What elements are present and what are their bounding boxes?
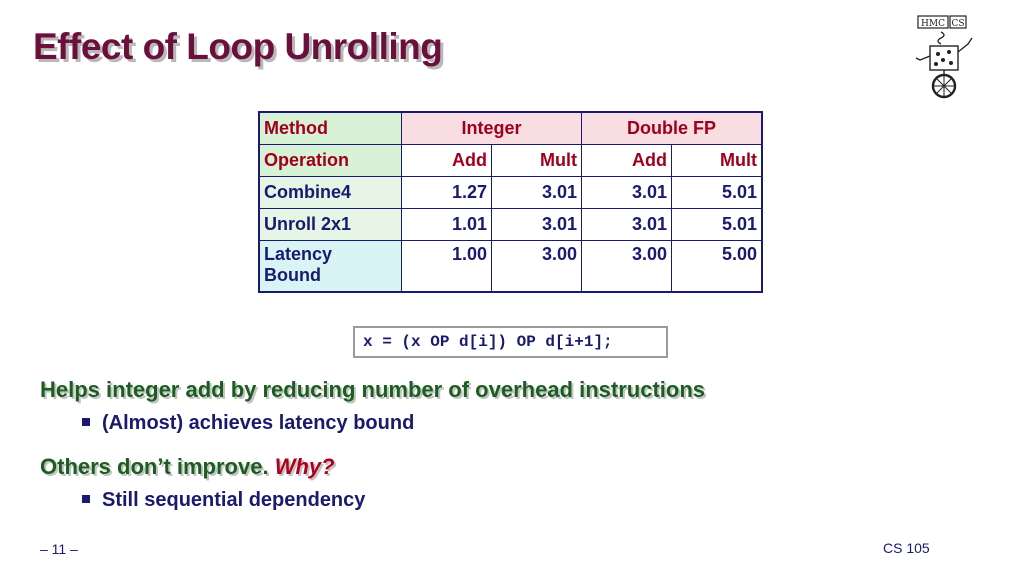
point-heading: Others don’t improve. Why? xyxy=(40,454,335,480)
course-label: CS 105 xyxy=(883,540,930,556)
hmc-cs-logo-icon: HMC CS xyxy=(915,15,973,99)
row-label: Latency Bound xyxy=(258,240,402,293)
table-cell: 3.01 xyxy=(491,208,582,241)
bullet-item: Still sequential dependency xyxy=(82,489,365,512)
bullet-text: Still sequential dependency xyxy=(102,489,366,511)
double-fp-group-header: Double FP xyxy=(581,111,763,145)
integer-mult-header: Mult xyxy=(491,144,582,177)
page-number: – 11 – xyxy=(40,541,78,557)
method-header: Method xyxy=(258,111,402,145)
integer-group-header: Integer xyxy=(401,111,582,145)
table-cell: 3.01 xyxy=(581,176,672,209)
svg-text:HMC: HMC xyxy=(921,19,945,29)
slide-title: Effect of Loop Unrolling xyxy=(33,26,443,67)
point-heading: Helps integer add by reducing number of … xyxy=(40,377,705,402)
row-label-line: Bound xyxy=(264,265,321,285)
fp-add-header: Add xyxy=(581,144,672,177)
bullet-text: (Almost) achieves latency bound xyxy=(102,412,415,434)
bullet-item: (Almost) achieves latency bound xyxy=(82,412,414,435)
table-cell: 3.00 xyxy=(491,240,582,293)
point-heading-text: Others don’t improve. xyxy=(40,454,269,479)
table-row: Combine4 1.27 3.01 3.01 5.01 xyxy=(258,176,763,209)
table-row: Unroll 2x1 1.01 3.01 3.01 5.01 xyxy=(258,208,763,241)
svg-text:CS: CS xyxy=(951,19,964,29)
row-label: Combine4 xyxy=(258,176,402,209)
table-cell: 5.01 xyxy=(671,176,763,209)
table-header-row: Method Integer Double FP xyxy=(258,111,763,145)
table-cell: 1.27 xyxy=(401,176,492,209)
table-cell: 1.00 xyxy=(401,240,492,293)
table-cell: 3.01 xyxy=(491,176,582,209)
bullet-square-icon xyxy=(82,494,90,503)
fp-mult-header: Mult xyxy=(671,144,763,177)
operation-header: Operation xyxy=(258,144,402,177)
table-cell: 3.00 xyxy=(581,240,672,293)
table-subheader-row: Operation Add Mult Add Mult xyxy=(258,144,763,177)
table-cell: 1.01 xyxy=(401,208,492,241)
performance-table: Method Integer Double FP Operation Add M… xyxy=(258,111,763,293)
bullet-square-icon xyxy=(82,417,90,426)
table-cell: 5.01 xyxy=(671,208,763,241)
why-emphasis: Why? xyxy=(274,454,335,479)
table-cell: 3.01 xyxy=(581,208,672,241)
table-row: Latency Bound 1.00 3.00 3.00 5.00 xyxy=(258,240,763,293)
row-label: Unroll 2x1 xyxy=(258,208,402,241)
table-cell: 5.00 xyxy=(671,240,763,293)
code-snippet: x = (x OP d[i]) OP d[i+1]; xyxy=(353,326,668,358)
row-label-line: Latency xyxy=(264,244,333,264)
integer-add-header: Add xyxy=(401,144,492,177)
